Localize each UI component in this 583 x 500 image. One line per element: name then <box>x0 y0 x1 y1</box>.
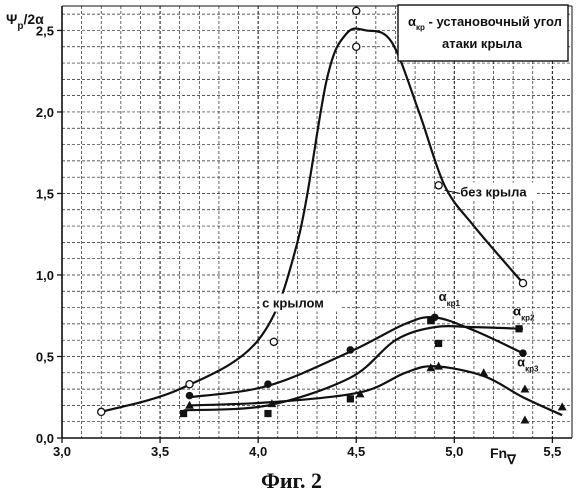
data-point <box>521 415 530 423</box>
x-tick-label: 3,0 <box>53 444 71 459</box>
series-label-кр3: αкр3 <box>517 354 539 373</box>
data-point <box>435 340 442 347</box>
x-tick-label: 4,0 <box>249 444 267 459</box>
curves <box>101 29 562 416</box>
data-point <box>427 317 434 324</box>
data-point <box>558 402 567 410</box>
grid <box>62 6 572 438</box>
series-line-1 <box>101 29 523 412</box>
data-point <box>435 182 442 189</box>
data-point <box>519 280 526 287</box>
data-point <box>479 368 488 376</box>
y-tick-label: 2,0 <box>36 105 54 120</box>
series-label-кр2: αкр2 <box>513 304 535 323</box>
x-tick-label: 5,0 <box>445 444 463 459</box>
series-label-кр1: αкр1 <box>439 289 461 308</box>
data-point <box>264 380 272 388</box>
chart: 3,03,54,04,55,05,50,00,51,01,52,02,5Ψр/2… <box>0 0 583 470</box>
data-point <box>186 392 194 400</box>
data-point <box>353 7 360 14</box>
x-tick-label: 4,5 <box>347 444 365 459</box>
y-tick-label: 0,5 <box>36 349 54 364</box>
x-tick-label: 3,5 <box>151 444 169 459</box>
data-point <box>180 410 187 417</box>
x-axis-label: Fn∇ <box>490 445 517 467</box>
figure-caption: Фиг. 2 <box>0 468 583 494</box>
data-point <box>515 325 522 332</box>
data-point <box>521 384 530 392</box>
y-tick-label: 0,0 <box>36 431 54 446</box>
annotation-1: без крыла <box>460 185 527 200</box>
data-point <box>98 408 105 415</box>
x-tick-label: 5,5 <box>543 444 561 459</box>
legend-line-2: атаки крыла <box>442 36 523 51</box>
axes <box>57 6 572 443</box>
data-point <box>264 410 271 417</box>
annotation-2: с крылом <box>262 296 324 311</box>
data-point <box>270 338 277 345</box>
y-tick-label: 1,0 <box>36 268 54 283</box>
data-point <box>347 346 355 354</box>
data-point <box>353 43 360 50</box>
labels: 3,03,54,04,55,05,50,00,51,01,52,02,5Ψр/2… <box>6 5 568 467</box>
y-tick-label: 1,5 <box>36 186 54 201</box>
data-point <box>347 395 354 402</box>
data-point <box>186 381 193 388</box>
